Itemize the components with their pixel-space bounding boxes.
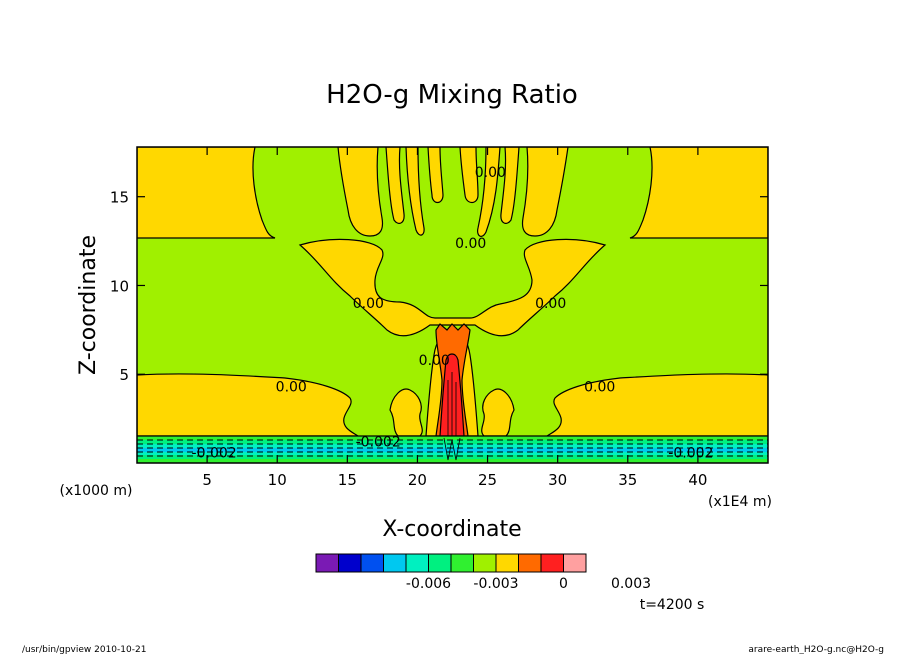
time-label: t=4200 s (640, 597, 705, 613)
colorbar-swatch (563, 553, 587, 573)
contour-label: -0.002 (668, 445, 713, 461)
plume-right-b (500, 147, 520, 224)
colorbar-swatch (338, 553, 362, 573)
region-central-upper (298, 238, 607, 337)
contour-label: 0.00 (276, 380, 307, 396)
contour-labels-group: 0.00 0.00 0.00 0.00 0.00 0.00 0.00 -0.002 -0.002… (192, 165, 714, 461)
colorbar-swatch (360, 553, 384, 573)
x-axis-ticks: 5 10 15 20 25 30 35 40 (202, 147, 707, 489)
colorbar-tick-label: -0.006 (406, 576, 451, 592)
x-tick-label: 35 (618, 471, 637, 489)
core-contours (447, 372, 457, 436)
x-tick-label: 5 (202, 471, 212, 489)
plume-center-d (477, 147, 501, 237)
region-lower-left (137, 373, 360, 437)
x-tick-label: 30 (548, 471, 567, 489)
y-unit-label: (x1000 m) (60, 483, 133, 499)
x-tick-label: 20 (408, 471, 427, 489)
colorbar-swatch (473, 553, 497, 573)
y-tick-label: 15 (110, 189, 129, 207)
region-upper-left (137, 147, 276, 239)
contour-label: 0.00 (353, 296, 384, 312)
plume-center-b (427, 147, 444, 204)
x-tick-label: 40 (688, 471, 707, 489)
plume-center-c (459, 147, 479, 204)
contour-label: 0.00 (535, 296, 566, 312)
colorbar-swatch (383, 553, 407, 573)
plume-left-b (385, 147, 405, 224)
y-axis-label: Z-coordinate (76, 235, 101, 375)
plume-right-a (521, 147, 569, 237)
colorbar-swatch (518, 553, 542, 573)
layer-cyan (137, 448, 768, 452)
x-tick-label: 25 (478, 471, 497, 489)
footer-left: /usr/bin/gpview 2010-10-21 (22, 645, 146, 654)
colorbar-swatch (450, 553, 474, 573)
contour-label: 0.00 (455, 236, 486, 252)
y-tick-label: 5 (119, 366, 129, 384)
colorbar-swatch (540, 553, 564, 573)
contour-label: 0.00 (475, 165, 506, 181)
plume-center-a (405, 147, 425, 236)
y-tick-label: 10 (110, 277, 129, 295)
region-lower-right (545, 373, 768, 437)
blob-right (481, 388, 515, 437)
colorbar-swatch (495, 553, 519, 573)
footer-right: arare-earth_H2O-g.nc@H2O-g (748, 645, 884, 654)
colorbar-swatch (405, 553, 429, 573)
contour-fill-group (137, 147, 768, 463)
blob-left (389, 388, 423, 437)
colorbar-tick-label: 0.003 (611, 576, 651, 592)
region-upper-right (629, 147, 768, 239)
plume-left-a (337, 147, 384, 237)
contour-label: 0.00 (419, 353, 450, 369)
chart-title: H2O-g Mixing Ratio (326, 80, 578, 110)
x-tick-label: 15 (338, 471, 357, 489)
x-axis-label: X-coordinate (382, 517, 521, 542)
colorbar-swatch (315, 553, 339, 573)
contour-label: 0.00 (584, 380, 615, 396)
contour-label: -0.002 (192, 445, 237, 461)
colorbar-tick-label: -0.003 (473, 576, 518, 592)
plot-frame (136, 146, 769, 464)
y-axis-ticks: 5 10 15 (110, 189, 768, 384)
x-tick-label: 10 (268, 471, 287, 489)
colorbar-tick-label: 0 (559, 576, 568, 592)
x-unit-label: (x1E4 m) (708, 494, 772, 510)
colorbar-swatch (428, 553, 452, 573)
colorbar: -0.006 -0.003 0 0.003 (315, 553, 651, 592)
contour-label: -0.002 (356, 435, 401, 451)
